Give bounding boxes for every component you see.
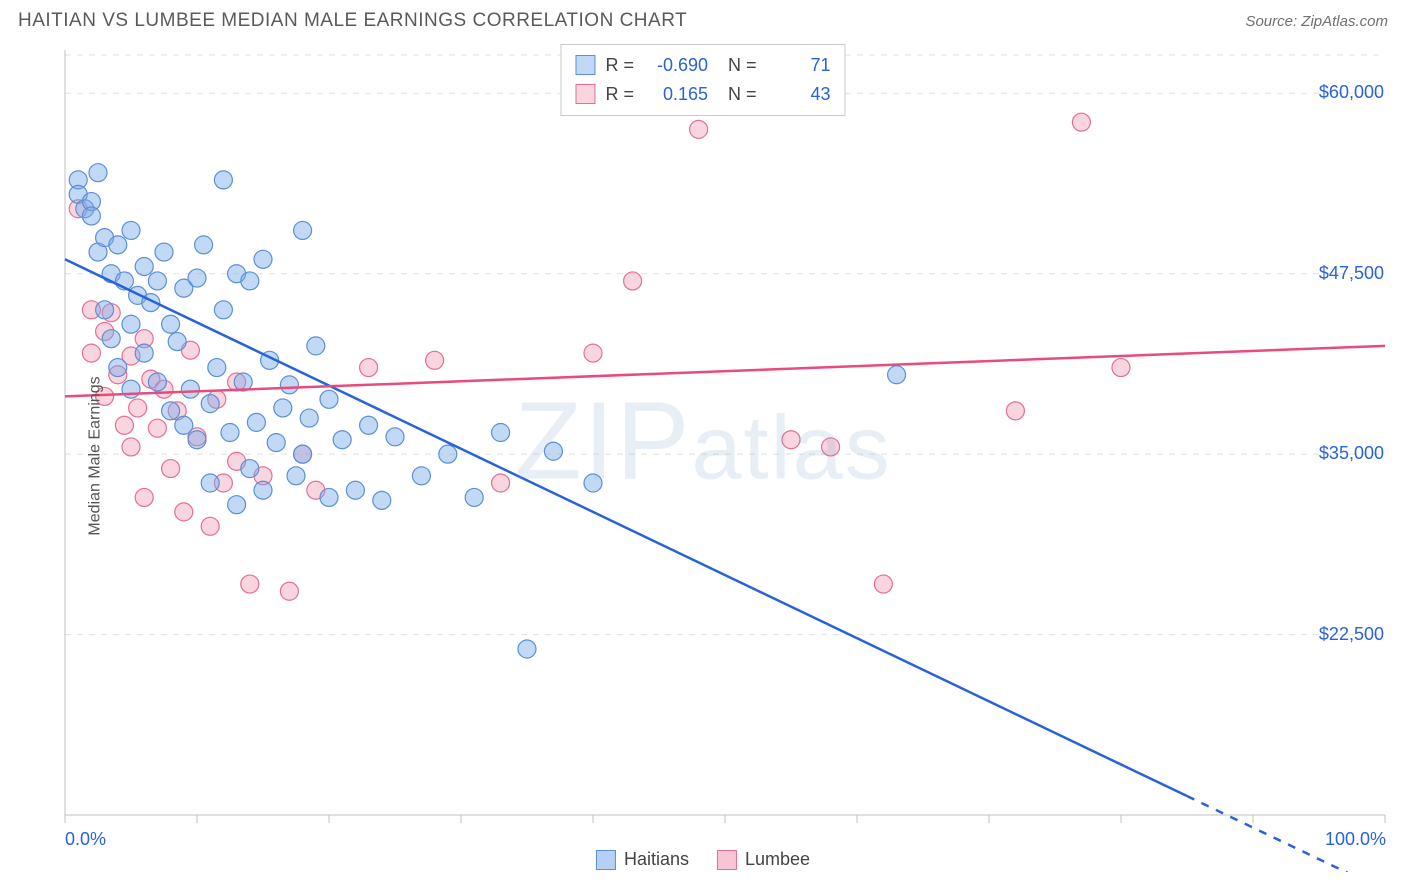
y-tick-label: $22,500: [1319, 624, 1384, 645]
legend-swatch-lumbee: [717, 850, 737, 870]
bottom-legend: Haitians Lumbee: [596, 849, 810, 870]
stat-n-haitians: 71: [767, 51, 831, 80]
y-tick-label: $60,000: [1319, 82, 1384, 103]
legend-label-lumbee: Lumbee: [745, 849, 810, 870]
x-tick-label: 100.0%: [1325, 829, 1386, 850]
y-tick-label: $47,500: [1319, 263, 1384, 284]
legend-item-lumbee: Lumbee: [717, 849, 810, 870]
x-tick-label: 0.0%: [65, 829, 106, 850]
scatter-plot-svg: [10, 40, 1396, 872]
legend-label-haitians: Haitians: [624, 849, 689, 870]
stat-n-lumbee: 43: [767, 80, 831, 109]
chart-source: Source: ZipAtlas.com: [1245, 13, 1388, 30]
y-axis-label: Median Male Earnings: [87, 376, 105, 535]
stat-label-r: R =: [605, 80, 634, 109]
swatch-haitians: [575, 55, 595, 75]
stats-row-lumbee: R = 0.165 N = 43: [575, 80, 830, 109]
chart-title: HAITIAN VS LUMBEE MEDIAN MALE EARNINGS C…: [18, 10, 687, 32]
stat-label-r: R =: [605, 51, 634, 80]
stat-r-haitians: -0.690: [644, 51, 708, 80]
chart-area: Median Male Earnings ZIPatlas R = -0.690…: [10, 40, 1396, 872]
stat-label-n: N =: [718, 51, 757, 80]
swatch-lumbee: [575, 84, 595, 104]
correlation-stats-box: R = -0.690 N = 71 R = 0.165 N = 43: [560, 44, 845, 116]
y-tick-label: $35,000: [1319, 443, 1384, 464]
stats-row-haitians: R = -0.690 N = 71: [575, 51, 830, 80]
chart-header: HAITIAN VS LUMBEE MEDIAN MALE EARNINGS C…: [10, 10, 1396, 40]
legend-swatch-haitians: [596, 850, 616, 870]
legend-item-haitians: Haitians: [596, 849, 689, 870]
stat-r-lumbee: 0.165: [644, 80, 708, 109]
stat-label-n: N =: [718, 80, 757, 109]
